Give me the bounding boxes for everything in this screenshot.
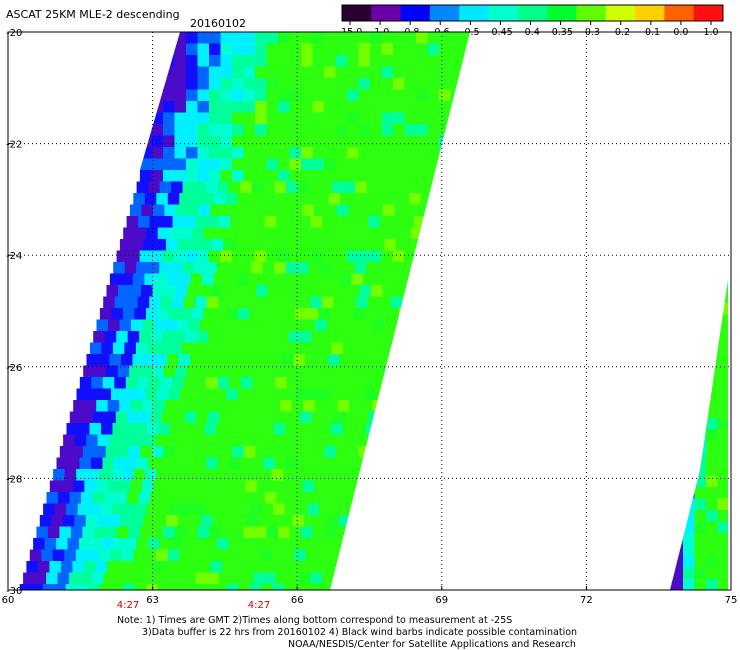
lon-label: 69	[435, 595, 448, 606]
lon-label: 63	[146, 595, 159, 606]
colorbar-swatch	[429, 5, 460, 21]
footer-note-2: 3)Data buffer is 22 hrs from 20160102 4)…	[142, 627, 578, 638]
footer-credit: NOAA/NESDIS/Center for Satellite Applica…	[288, 639, 576, 650]
plot-frame	[7, 31, 732, 591]
colorbar-swatch	[605, 5, 636, 21]
lat-label: -24	[6, 251, 22, 262]
colorbar-swatch	[635, 5, 665, 21]
lat-label: -22	[6, 140, 22, 151]
time-label: 4:27	[248, 600, 270, 611]
colorbar-swatch	[488, 5, 519, 21]
time-label: 4:27	[117, 600, 139, 611]
colorbar-swatch	[576, 5, 607, 21]
colorbar-swatch	[342, 5, 372, 21]
lon-label: 60	[2, 595, 15, 606]
colorbar-swatch	[547, 5, 577, 21]
lon-label: 75	[725, 595, 738, 606]
colorbar-swatch	[693, 5, 724, 21]
swath-left	[19, 32, 470, 590]
longitude-labels: 60 63 66 69 72 75	[2, 595, 738, 606]
lat-label: -30	[6, 586, 22, 597]
lon-label: 66	[291, 595, 304, 606]
swath-right	[670, 280, 728, 590]
colorbar-swatch	[664, 5, 695, 21]
colorbar-frame	[341, 4, 724, 22]
colorbar-swatch	[459, 5, 490, 21]
colorbar-swatch	[400, 5, 431, 21]
lat-label: -20	[6, 28, 22, 39]
gridlines	[7, 31, 732, 591]
map-date: 20160102	[190, 17, 246, 30]
map-title: ASCAT 25KM MLE-2 descending	[6, 8, 180, 21]
footer-note-1: Note: 1) Times are GMT 2)Times along bot…	[117, 615, 513, 626]
latitude-labels: -20 -22 -24 -26 -28 -30	[6, 28, 22, 597]
colorbar-swatch	[371, 5, 402, 21]
lon-label: 72	[580, 595, 593, 606]
lat-label: -28	[6, 474, 22, 485]
colorbar-swatches	[342, 5, 724, 21]
lat-label: -26	[6, 363, 22, 374]
colorbar-swatch	[517, 5, 548, 21]
